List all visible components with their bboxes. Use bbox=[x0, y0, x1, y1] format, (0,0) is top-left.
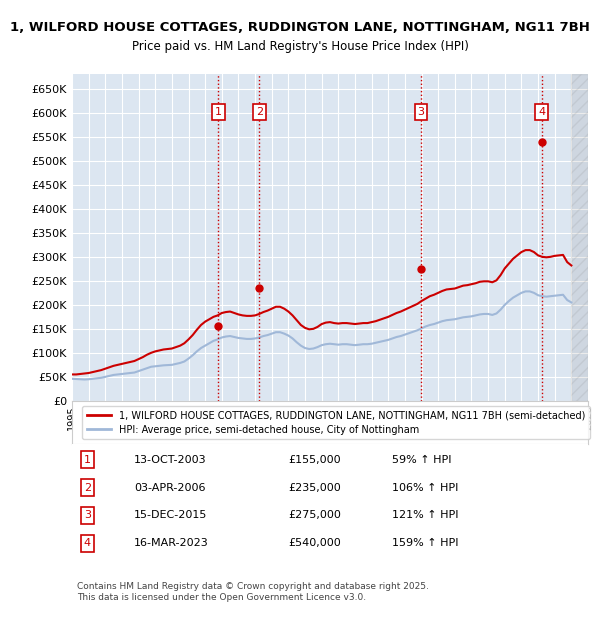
Text: £155,000: £155,000 bbox=[289, 454, 341, 464]
Text: 1, WILFORD HOUSE COTTAGES, RUDDINGTON LANE, NOTTINGHAM, NG11 7BH: 1, WILFORD HOUSE COTTAGES, RUDDINGTON LA… bbox=[10, 22, 590, 34]
Text: Price paid vs. HM Land Registry's House Price Index (HPI): Price paid vs. HM Land Registry's House … bbox=[131, 40, 469, 53]
Text: 3: 3 bbox=[418, 107, 424, 117]
Text: 1: 1 bbox=[84, 454, 91, 464]
Text: 59% ↑ HPI: 59% ↑ HPI bbox=[392, 454, 451, 464]
Text: 3: 3 bbox=[84, 510, 91, 520]
Text: £275,000: £275,000 bbox=[289, 510, 341, 520]
Text: 15-DEC-2015: 15-DEC-2015 bbox=[134, 510, 207, 520]
Text: 2: 2 bbox=[256, 107, 263, 117]
Text: 2: 2 bbox=[84, 482, 91, 492]
Text: Contains HM Land Registry data © Crown copyright and database right 2025.
This d: Contains HM Land Registry data © Crown c… bbox=[77, 582, 429, 601]
Text: 1: 1 bbox=[215, 107, 222, 117]
Text: 106% ↑ HPI: 106% ↑ HPI bbox=[392, 482, 458, 492]
Text: 03-APR-2006: 03-APR-2006 bbox=[134, 482, 205, 492]
Text: 16-MAR-2023: 16-MAR-2023 bbox=[134, 538, 209, 549]
Bar bbox=[571, 74, 588, 401]
Text: 4: 4 bbox=[84, 538, 91, 549]
Text: £540,000: £540,000 bbox=[289, 538, 341, 549]
Legend: 1, WILFORD HOUSE COTTAGES, RUDDINGTON LANE, NOTTINGHAM, NG11 7BH (semi-detached): 1, WILFORD HOUSE COTTAGES, RUDDINGTON LA… bbox=[82, 406, 590, 440]
Text: 13-OCT-2003: 13-OCT-2003 bbox=[134, 454, 206, 464]
Text: 159% ↑ HPI: 159% ↑ HPI bbox=[392, 538, 458, 549]
Text: 4: 4 bbox=[538, 107, 545, 117]
Text: £235,000: £235,000 bbox=[289, 482, 341, 492]
Text: 121% ↑ HPI: 121% ↑ HPI bbox=[392, 510, 458, 520]
